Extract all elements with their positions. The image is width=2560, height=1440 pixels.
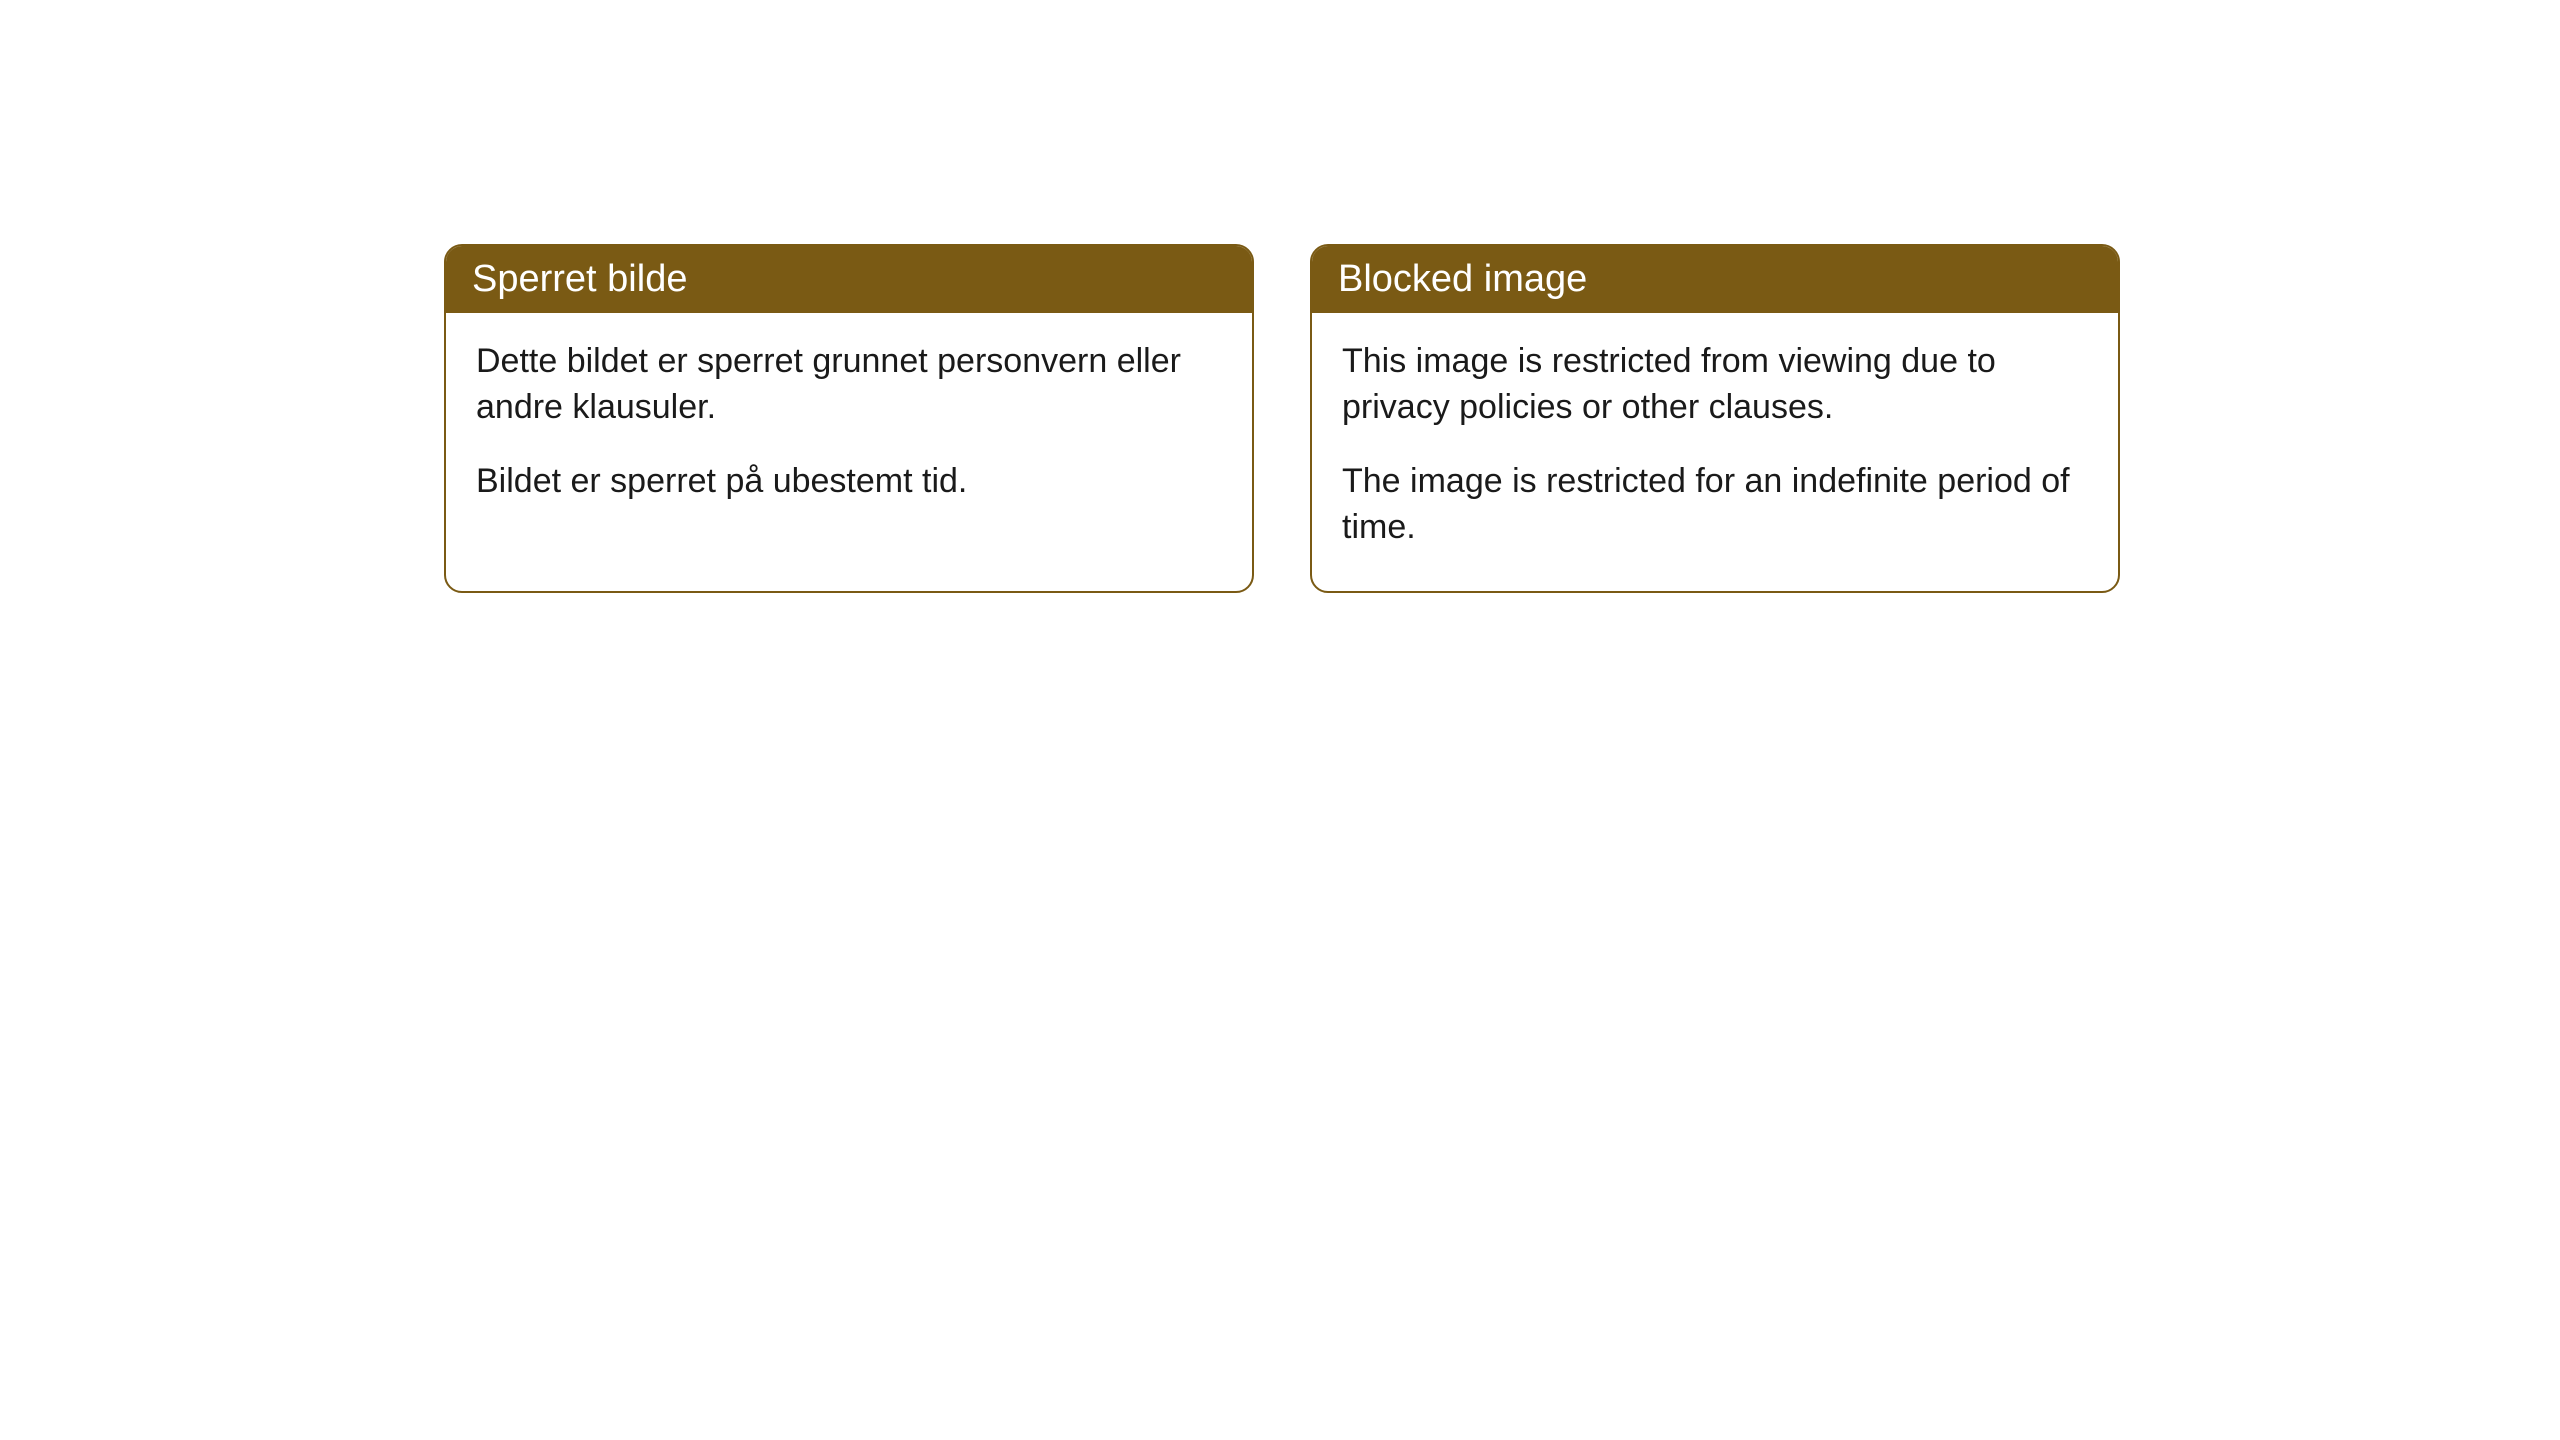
card-paragraph: Dette bildet er sperret grunnet personve… <box>476 339 1222 431</box>
card-header: Sperret bilde <box>446 246 1252 313</box>
card-title: Sperret bilde <box>472 258 687 300</box>
card-paragraph: Bildet er sperret på ubestemt tid. <box>476 459 1222 505</box>
card-body: Dette bildet er sperret grunnet personve… <box>446 313 1252 545</box>
notice-card-norwegian: Sperret bilde Dette bildet er sperret gr… <box>444 244 1254 593</box>
notice-card-english: Blocked image This image is restricted f… <box>1310 244 2120 593</box>
card-paragraph: The image is restricted for an indefinit… <box>1342 459 2088 551</box>
card-title: Blocked image <box>1338 258 1587 300</box>
card-paragraph: This image is restricted from viewing du… <box>1342 339 2088 431</box>
card-body: This image is restricted from viewing du… <box>1312 313 2118 591</box>
card-header: Blocked image <box>1312 246 2118 313</box>
notice-cards-container: Sperret bilde Dette bildet er sperret gr… <box>0 0 2560 593</box>
